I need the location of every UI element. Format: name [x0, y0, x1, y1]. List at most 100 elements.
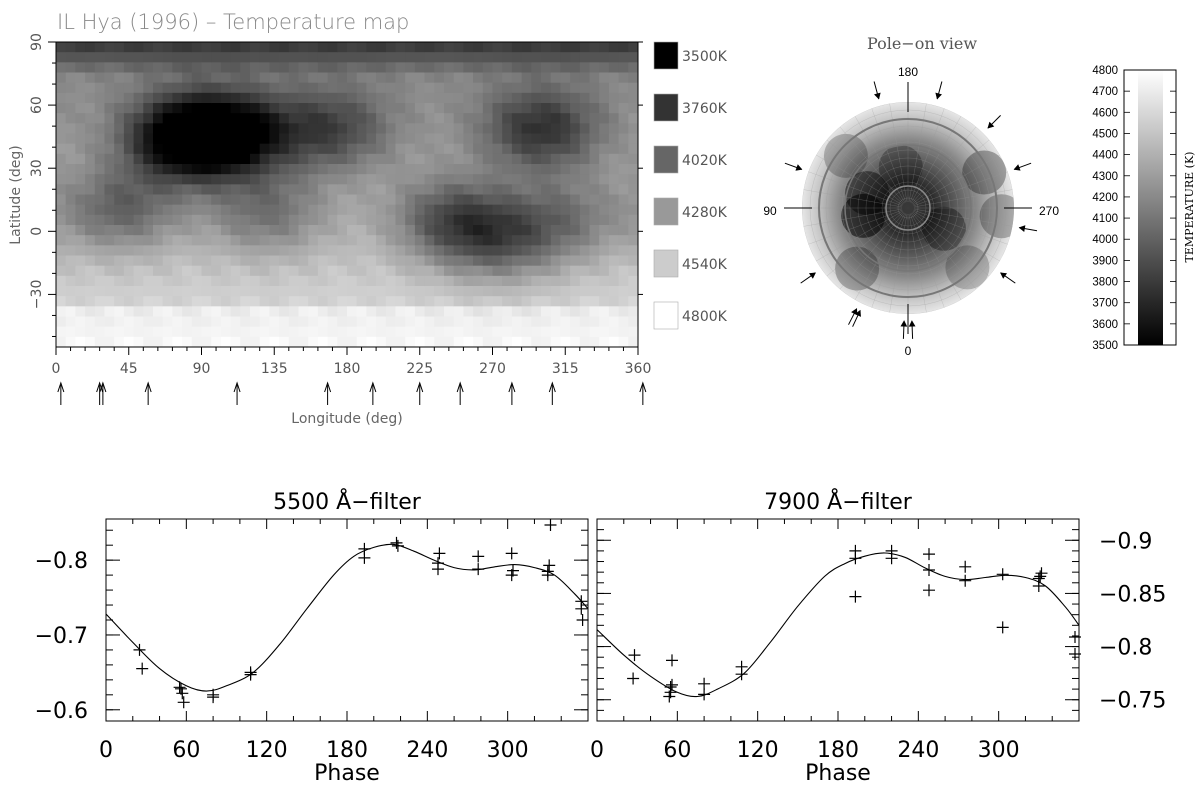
map-cell [473, 245, 484, 256]
map-cell [356, 143, 367, 155]
map-cell [114, 174, 125, 185]
map-cell [259, 92, 270, 104]
map-cell [492, 275, 503, 287]
map-x-tick-label: 225 [406, 361, 433, 377]
map-cell [182, 255, 193, 267]
map-cell [531, 214, 542, 226]
map-cell [201, 225, 212, 236]
map-cell [172, 52, 183, 63]
map-cell [502, 143, 513, 155]
map-cell [618, 275, 629, 287]
map-cell [550, 225, 561, 236]
y-tick-label: −0.6 [35, 699, 88, 724]
map-cell [444, 316, 455, 328]
map-cell [172, 164, 183, 175]
map-cell [560, 123, 571, 134]
map-cell [531, 265, 542, 277]
map-cell [65, 123, 76, 134]
map-cell [463, 194, 474, 206]
map-cell [376, 62, 387, 73]
map-cell [589, 153, 600, 165]
map-cell [405, 153, 416, 165]
map-cell [153, 286, 164, 297]
map-cell [114, 123, 125, 134]
map-cell [628, 336, 639, 348]
map-cell [201, 265, 212, 277]
map-cell [65, 326, 76, 338]
map-cell [608, 296, 619, 307]
observation-point [1069, 648, 1081, 660]
map-cell [424, 133, 435, 145]
map-cell [133, 184, 144, 195]
map-cell [288, 174, 299, 185]
map-cell [114, 42, 125, 53]
map-cell [269, 82, 280, 94]
map-cell [453, 316, 464, 328]
map-cell [628, 275, 639, 287]
map-cell [327, 62, 338, 73]
map-cell [123, 113, 134, 124]
map-cell [541, 153, 552, 165]
map-cell [201, 296, 212, 307]
map-cell [250, 164, 261, 175]
map-cell [356, 72, 367, 84]
map-cell [550, 326, 561, 338]
map-cell [220, 143, 231, 155]
map-cell [599, 72, 610, 84]
map-cell [220, 194, 231, 206]
map-cell [317, 316, 328, 328]
map-cell [308, 133, 319, 145]
observation-point [358, 551, 371, 564]
map-cell [366, 286, 377, 297]
map-observation-arrow [456, 381, 464, 405]
map-cell [521, 72, 532, 84]
map-cell [376, 255, 387, 267]
map-cell [473, 52, 484, 63]
map-cell [153, 275, 164, 287]
map-cell [395, 286, 406, 297]
map-cell [182, 103, 193, 114]
map-cell [347, 164, 358, 175]
map-cell [279, 204, 290, 216]
map-cell [104, 225, 115, 236]
map-cell [453, 204, 464, 216]
map-cell [385, 296, 396, 307]
map-cell [521, 214, 532, 226]
map-cell [453, 52, 464, 63]
map-cell [579, 133, 590, 145]
map-cell [308, 286, 319, 297]
map-cell [424, 275, 435, 287]
map-cell [579, 62, 590, 73]
map-cell [133, 255, 144, 267]
map-cell [570, 113, 581, 124]
map-cell [405, 286, 416, 297]
map-cell [511, 72, 522, 84]
map-cell [220, 133, 231, 145]
map-cell [347, 82, 358, 94]
map-cell [85, 113, 96, 124]
map-cell [220, 72, 231, 84]
map-cell [201, 42, 212, 53]
map-cell [570, 123, 581, 134]
map-cell [220, 123, 231, 134]
map-cell [279, 194, 290, 206]
map-cell [337, 184, 348, 195]
map-cell [56, 265, 67, 277]
map-cell [211, 235, 222, 246]
map-cell [589, 265, 600, 277]
map-cell [298, 153, 309, 165]
map-cell [104, 62, 115, 73]
map-cell [201, 286, 212, 297]
map-cell [317, 204, 328, 216]
map-cell [220, 306, 231, 317]
map-cell [94, 265, 105, 277]
map-cell [201, 255, 212, 267]
colorbar-tick-label: 4800 [1092, 65, 1118, 77]
map-cell [482, 174, 493, 185]
map-cell [453, 225, 464, 236]
map-cell [492, 255, 503, 267]
map-cell [279, 184, 290, 195]
legend-label: 4280K [682, 205, 728, 221]
map-cell [599, 82, 610, 94]
map-cell [269, 336, 280, 348]
